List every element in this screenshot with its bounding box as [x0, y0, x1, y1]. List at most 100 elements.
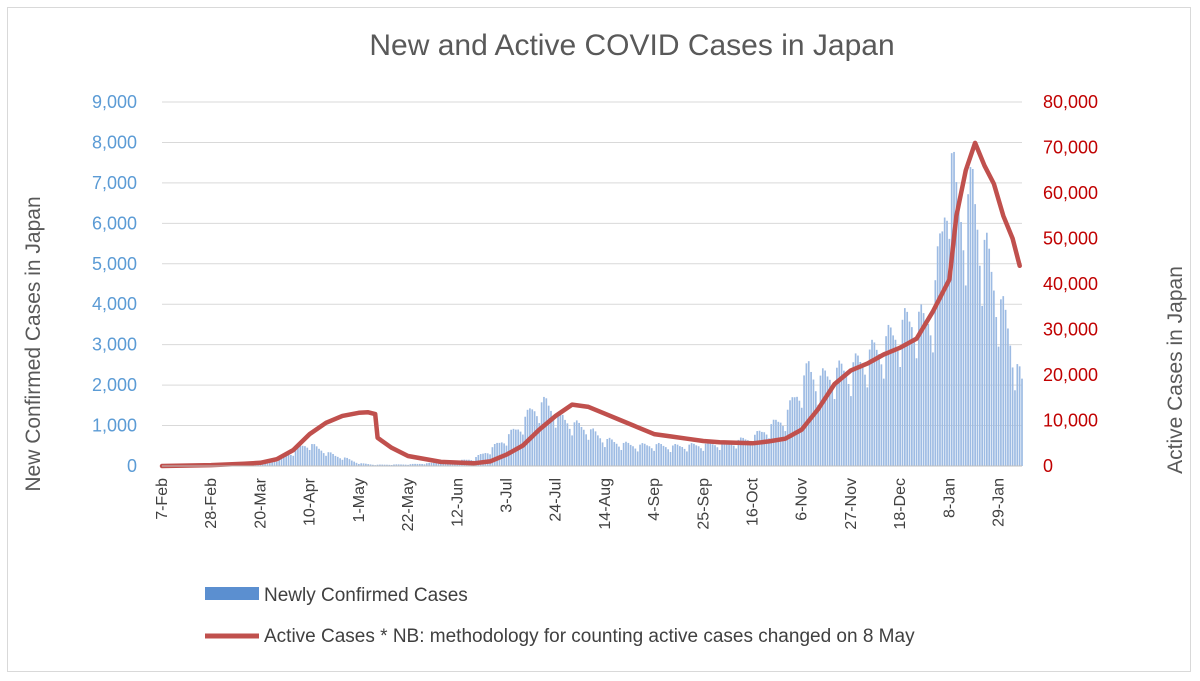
bar [568, 428, 571, 466]
bar [821, 368, 824, 466]
x-tick-label: 8-Jan [941, 478, 958, 518]
right-tick-label: 80,000 [1043, 92, 1098, 112]
bar [552, 418, 555, 466]
x-tick-label: 25-Sep [695, 478, 712, 530]
bar [538, 423, 541, 466]
bar [768, 438, 770, 466]
bar [564, 419, 566, 466]
legend: Newly Confirmed Cases Active Cases * NB:… [205, 585, 915, 647]
bar [402, 464, 405, 466]
bar [571, 435, 573, 466]
bar [664, 447, 667, 466]
right-tick-label: 60,000 [1043, 183, 1098, 203]
bar [857, 355, 859, 466]
bar [974, 204, 976, 466]
bar [606, 439, 609, 466]
bar [533, 411, 536, 466]
bar [620, 449, 623, 466]
bar [681, 447, 684, 466]
bar [915, 358, 918, 466]
bar [278, 458, 281, 466]
x-tick-label: 16-Oct [745, 477, 762, 526]
bar [725, 441, 728, 466]
bar [297, 446, 299, 466]
bar [784, 431, 787, 466]
bar [934, 280, 937, 466]
bar [941, 231, 944, 466]
bar [348, 459, 351, 466]
bar [608, 437, 611, 466]
bar [896, 351, 899, 466]
bar [702, 450, 705, 466]
legend-label-active-cases: Active Cases * NB: methodology for count… [264, 626, 915, 647]
bar [613, 442, 616, 466]
bar [407, 464, 409, 466]
bar [746, 440, 749, 466]
bar [756, 431, 759, 466]
bar [964, 285, 967, 466]
bar [667, 449, 670, 466]
bar [554, 427, 557, 466]
left-tick-label: 2,000 [92, 375, 137, 395]
bar [615, 443, 618, 466]
right-tick-label: 50,000 [1043, 229, 1098, 249]
bar [510, 429, 512, 466]
bar [993, 290, 995, 466]
bar [1016, 364, 1019, 466]
bar [428, 462, 430, 466]
bar [629, 444, 632, 466]
legend-swatch-new-cases [205, 587, 259, 600]
x-tick-label: 1-May [351, 478, 368, 522]
bar [770, 424, 773, 466]
bar [512, 428, 515, 466]
bar [318, 448, 320, 466]
bar [634, 448, 637, 466]
bar [732, 445, 735, 466]
bar [390, 464, 393, 466]
bar [946, 220, 948, 466]
bar [416, 463, 419, 466]
bar [271, 461, 273, 466]
bar [653, 450, 655, 466]
bar [927, 323, 930, 466]
bar [676, 444, 679, 466]
bar [376, 464, 379, 466]
bar [878, 354, 880, 466]
bar [986, 232, 988, 466]
bar [751, 445, 754, 466]
bar [669, 452, 672, 466]
bar [604, 447, 606, 466]
bar [646, 445, 648, 466]
bar [711, 444, 714, 466]
right-axis-title: Active Cases in Japan [1164, 266, 1187, 474]
bar [397, 464, 400, 466]
bar [334, 455, 337, 466]
bar [718, 449, 721, 466]
bar [589, 429, 592, 466]
legend-label-new-cases: Newly Confirmed Cases [264, 585, 468, 606]
bar [805, 363, 808, 466]
bar [906, 311, 909, 466]
bar [690, 443, 693, 466]
bar [735, 448, 737, 466]
bar [275, 461, 278, 466]
bar [290, 454, 292, 466]
bar [683, 448, 686, 466]
bar [826, 376, 829, 466]
bar [892, 335, 894, 466]
bar [594, 431, 597, 466]
bar [791, 397, 794, 466]
bar [674, 443, 677, 466]
left-tick-label: 9,000 [92, 92, 137, 112]
bar [507, 434, 510, 466]
bar [953, 151, 955, 466]
x-tick-label: 3-Jul [498, 478, 515, 513]
bar [493, 443, 496, 466]
bar [343, 457, 346, 466]
bar [903, 308, 906, 466]
bar [983, 239, 986, 466]
bar [650, 448, 653, 466]
left-axis-title: New Confirmed Cases in Japan [22, 196, 45, 491]
bar [838, 360, 841, 466]
